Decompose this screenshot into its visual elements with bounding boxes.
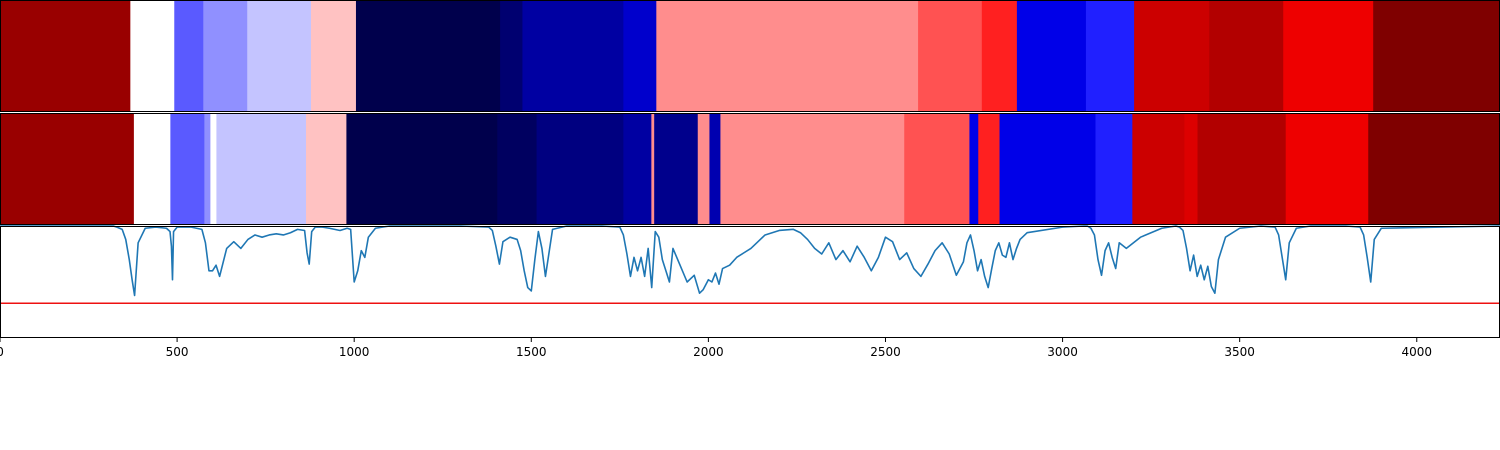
x-tick-label-1: 500: [166, 345, 189, 359]
middle-segment-7: [346, 113, 498, 225]
top-segment-2: [174, 0, 204, 112]
top-segment-18: [1373, 0, 1500, 112]
top-segment-10: [656, 0, 919, 112]
top-segment-15: [1134, 0, 1210, 112]
middle-segment-21: [1132, 113, 1185, 225]
middle-heatmap-row: [0, 113, 1500, 225]
x-axis: 0 500 1000 1500 2000 2500 3000 3500 4000: [0, 338, 1432, 359]
top-segment-1: [130, 0, 175, 112]
middle-segment-2: [170, 113, 205, 225]
x-tick-label-2: 1000: [339, 345, 370, 359]
middle-segment-10: [623, 113, 652, 225]
top-heatmap-row: [0, 0, 1500, 112]
top-segment-8: [522, 0, 624, 112]
middle-segment-19: [999, 113, 1097, 225]
top-segment-14: [1085, 0, 1135, 112]
top-segment-0: [0, 0, 131, 112]
series-line-0: [0, 225, 1500, 297]
top-segment-7: [500, 0, 523, 112]
middle-segment-1: [133, 113, 171, 225]
middle-segment-5: [216, 113, 307, 225]
top-segment-17: [1283, 0, 1374, 112]
top-segment-4: [247, 0, 312, 112]
middle-segment-18: [978, 113, 1001, 225]
top-segment-3: [203, 0, 248, 112]
middle-segment-15: [720, 113, 905, 225]
top-segment-9: [623, 0, 657, 112]
middle-segment-11: [651, 113, 655, 225]
middle-segment-20: [1095, 113, 1133, 225]
top-segment-5: [310, 0, 357, 112]
middle-segment-4: [210, 113, 217, 225]
middle-segment-8: [497, 113, 538, 225]
top-segment-11: [918, 0, 983, 112]
middle-segment-25: [1368, 113, 1500, 225]
x-tick-label-8: 4000: [1401, 345, 1432, 359]
top-segment-16: [1209, 0, 1284, 112]
middle-segment-22: [1184, 113, 1199, 225]
x-tick-label-5: 2500: [870, 345, 901, 359]
middle-segment-16: [904, 113, 970, 225]
middle-segment-23: [1197, 113, 1287, 225]
x-tick-label-0: 0: [0, 345, 4, 359]
line-plot-panel: [0, 225, 1500, 305]
x-tick-label-4: 2000: [693, 345, 724, 359]
panel-frame-2: [0, 226, 1500, 338]
middle-segment-6: [306, 113, 347, 225]
middle-segment-3: [204, 113, 211, 225]
middle-segment-13: [697, 113, 710, 225]
top-segment-6: [355, 0, 501, 112]
middle-segment-9: [536, 113, 624, 225]
middle-segment-14: [709, 113, 721, 225]
top-segment-12: [981, 0, 1018, 112]
middle-segment-17: [969, 113, 979, 225]
x-tick-label-6: 3000: [1047, 345, 1078, 359]
x-tick-label-7: 3500: [1224, 345, 1255, 359]
top-segment-13: [1016, 0, 1087, 112]
middle-segment-24: [1285, 113, 1369, 225]
x-tick-label-3: 1500: [516, 345, 547, 359]
middle-segment-12: [654, 113, 699, 225]
middle-segment-0: [0, 113, 135, 225]
